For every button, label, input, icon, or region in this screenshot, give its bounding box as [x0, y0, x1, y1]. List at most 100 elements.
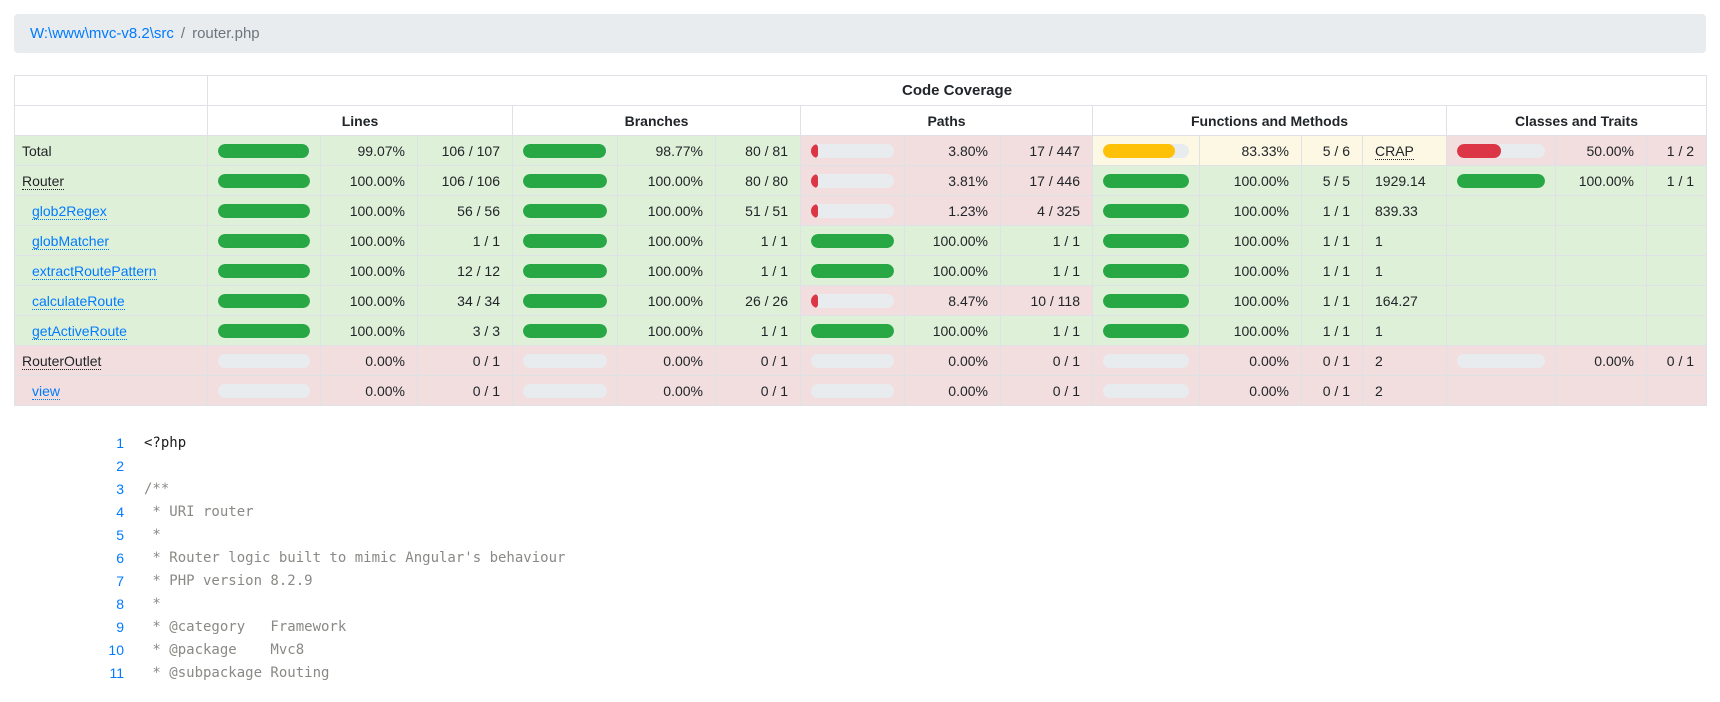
classes-bar-cell — [1446, 375, 1556, 406]
paths-percent: 100.00% — [904, 255, 1001, 286]
row-name-link[interactable]: globMatcher — [32, 232, 110, 250]
group-header-paths: Paths — [800, 105, 1093, 136]
branches-percent: 100.00% — [617, 255, 716, 286]
branches-count: 80 / 81 — [715, 135, 801, 166]
paths-coverage-bar — [811, 263, 894, 278]
line-number: 11 — [109, 665, 124, 681]
lines-percent: 100.00% — [320, 165, 418, 196]
paths-percent: 0.00% — [904, 345, 1001, 376]
methods-percent: 100.00% — [1199, 195, 1302, 226]
branches-percent: 100.00% — [617, 165, 716, 196]
classes-count — [1645, 195, 1708, 226]
methods-coverage-bar — [1103, 383, 1189, 398]
methods-bar-cell — [1092, 345, 1200, 376]
classes-bar-cell — [1446, 285, 1556, 316]
lines-count: 3 / 3 — [417, 315, 513, 346]
code-text: * @package Mvc8 — [144, 642, 305, 658]
classes-bar-cell — [1446, 195, 1556, 226]
branches-count: 0 / 1 — [715, 345, 801, 376]
paths-percent: 8.47% — [904, 285, 1001, 316]
methods-coverage-bar — [1103, 293, 1189, 308]
methods-percent: 100.00% — [1199, 165, 1302, 196]
branches-percent: 0.00% — [617, 375, 716, 406]
group-header-classes-traits: Classes and Traits — [1445, 105, 1708, 136]
row-name-link[interactable]: calculateRoute — [32, 292, 125, 310]
methods-coverage-bar — [1103, 173, 1189, 188]
paths-bar-cell — [800, 345, 905, 376]
paths-percent: 100.00% — [904, 315, 1001, 346]
table-row: extractRoutePattern 100.00% 12 / 12 100.00%… — [14, 255, 1708, 286]
branches-percent: 100.00% — [617, 225, 716, 256]
row-name-cell: getActiveRoute — [14, 315, 208, 346]
methods-count: 5 / 6 — [1301, 135, 1363, 166]
paths-percent: 1.23% — [904, 195, 1001, 226]
classes-bar-cell — [1446, 135, 1556, 166]
table-row: Total 99.07% 106 / 107 98.77% 80 / 81 3.80% 17… — [14, 135, 1708, 166]
header-blank-cell — [14, 105, 208, 136]
branches-coverage-bar — [523, 233, 607, 248]
row-name: RouterOutlet — [22, 352, 102, 370]
branches-percent: 98.77% — [617, 135, 716, 166]
crap-value-cell: 164.27 — [1362, 285, 1447, 316]
code-line: 4 * URI router — [14, 501, 1706, 524]
paths-percent: 3.81% — [904, 165, 1001, 196]
methods-bar-cell — [1092, 195, 1200, 226]
classes-percent — [1555, 285, 1647, 316]
branches-coverage-bar — [523, 383, 607, 398]
classes-percent — [1555, 195, 1647, 226]
methods-bar-cell — [1092, 165, 1200, 196]
table-row: calculateRoute 100.00% 34 / 34 100.00% 26 / … — [14, 285, 1708, 316]
lines-coverage-bar — [218, 293, 310, 308]
classes-count — [1645, 375, 1708, 406]
methods-coverage-bar — [1103, 353, 1189, 368]
branches-coverage-bar — [523, 143, 607, 158]
branches-bar-cell — [512, 285, 618, 316]
methods-coverage-bar — [1103, 203, 1189, 218]
methods-count: 5 / 5 — [1301, 165, 1363, 196]
row-name-cell: Router — [14, 165, 208, 196]
methods-bar-cell — [1092, 135, 1200, 166]
lines-coverage-bar — [218, 383, 310, 398]
paths-coverage-bar — [811, 173, 894, 188]
paths-bar-cell — [800, 135, 905, 166]
classes-coverage-bar — [1457, 143, 1545, 158]
methods-count: 1 / 1 — [1301, 285, 1363, 316]
lines-bar-cell — [207, 195, 321, 226]
code-text: * URI router — [144, 504, 254, 520]
lines-percent: 100.00% — [320, 225, 418, 256]
paths-coverage-bar — [811, 233, 894, 248]
classes-count — [1645, 225, 1708, 256]
lines-count: 0 / 1 — [417, 375, 513, 406]
classes-coverage-bar — [1457, 353, 1545, 368]
lines-bar-cell — [207, 315, 321, 346]
paths-bar-cell — [800, 375, 905, 406]
row-name: Router — [22, 172, 65, 190]
row-name-cell: calculateRoute — [14, 285, 208, 316]
lines-count: 0 / 1 — [417, 345, 513, 376]
lines-percent: 100.00% — [320, 255, 418, 286]
lines-bar-cell — [207, 165, 321, 196]
branches-coverage-bar — [523, 323, 607, 338]
branches-percent: 100.00% — [617, 195, 716, 226]
branches-bar-cell — [512, 345, 618, 376]
row-name-cell: extractRoutePattern — [14, 255, 208, 286]
row-name-link[interactable]: view — [32, 382, 61, 400]
paths-count: 10 / 118 — [1000, 285, 1093, 316]
classes-bar-cell — [1446, 315, 1556, 346]
table-row: view 0.00% 0 / 1 0.00% 0 / 1 0.00% 0 / 1 0.00% 0… — [14, 375, 1708, 406]
methods-count: 0 / 1 — [1301, 375, 1363, 406]
methods-bar-cell — [1092, 255, 1200, 286]
branches-count: 1 / 1 — [715, 255, 801, 286]
breadcrumb-dir-link[interactable]: W:\www\mvc-v8.2\src — [30, 25, 174, 42]
lines-coverage-bar — [218, 203, 310, 218]
paths-coverage-bar — [811, 203, 894, 218]
classes-count: 1 / 1 — [1645, 165, 1708, 196]
line-number: 10 — [108, 642, 124, 658]
breadcrumb-separator: / — [180, 25, 186, 42]
paths-coverage-bar — [811, 383, 894, 398]
lines-percent: 0.00% — [320, 375, 418, 406]
row-name-link[interactable]: extractRoutePattern — [32, 262, 157, 280]
row-name-link[interactable]: getActiveRoute — [32, 322, 127, 340]
branches-count: 0 / 1 — [715, 375, 801, 406]
row-name-link[interactable]: glob2Regex — [32, 202, 107, 220]
